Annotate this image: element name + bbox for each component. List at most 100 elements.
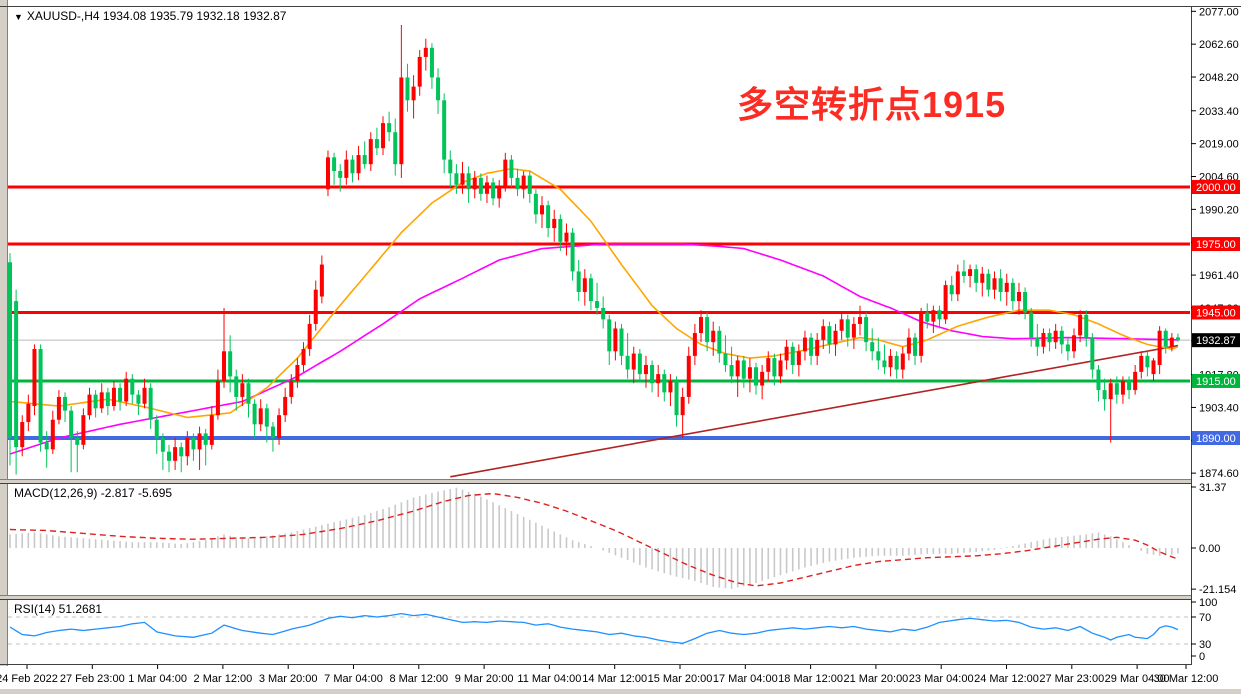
candle-body [802, 337, 807, 352]
candle-body [374, 139, 379, 149]
candle-body [8, 262, 12, 438]
candle-body [900, 353, 905, 370]
candle-body [93, 394, 98, 409]
time-label: 27 Mar 23:00 [1039, 673, 1104, 685]
candle-body [69, 410, 74, 438]
price-tick-label: 1903.40 [1199, 402, 1239, 414]
candle-body [179, 447, 184, 457]
candle-body [393, 132, 398, 165]
candle-body [717, 330, 722, 354]
candle-body [698, 317, 703, 334]
candle-body [203, 433, 208, 445]
candle-body [576, 271, 581, 292]
divider-macd-rsi[interactable] [0, 595, 1241, 599]
candle-body [992, 278, 997, 290]
candle-body [607, 319, 612, 352]
candle-body [277, 415, 282, 438]
candle-body [815, 339, 820, 356]
candle-body [136, 394, 141, 404]
candle-body [1072, 335, 1077, 352]
candle-body [937, 310, 942, 320]
price-badge-1915.00 [1192, 373, 1240, 388]
candle-body [631, 353, 636, 370]
candle-body [491, 182, 496, 199]
current-price-badge [1192, 333, 1240, 348]
candle-body [784, 346, 789, 361]
divider-main-macd[interactable] [0, 479, 1241, 483]
time-label: 9 Mar 20:00 [455, 673, 514, 685]
candle-body [552, 218, 557, 229]
candle-body [173, 447, 178, 461]
macd-axis-label: 0.00 [1199, 543, 1220, 555]
macd-axis-label: -21.154 [1199, 584, 1236, 596]
candle-body [1151, 360, 1156, 375]
candle-body [258, 408, 263, 425]
candle-body [166, 451, 171, 461]
candle-body [124, 378, 129, 402]
price-tick-label: 2019.00 [1199, 139, 1239, 151]
candle-body [460, 173, 465, 185]
candle-body [625, 355, 630, 370]
candle-body [387, 123, 392, 133]
candle-body [429, 47, 434, 78]
ma-slow-magenta [9, 243, 1178, 455]
candle-body [423, 47, 428, 57]
candle-body [1169, 337, 1174, 347]
ma-fast-orange [9, 167, 1179, 419]
candle-body [931, 310, 936, 322]
candle-body [778, 360, 783, 377]
time-label: 30 Mar 12:00 [1154, 673, 1219, 685]
candle-body [99, 392, 104, 409]
time-axis-area[interactable] [0, 666, 1241, 689]
time-label: 17 Mar 04:00 [713, 673, 778, 685]
candle-body [14, 301, 19, 448]
candle-body [56, 396, 61, 420]
candle-body [234, 376, 239, 397]
current-price-badge-label: 1932.87 [1196, 335, 1236, 347]
candle-body [1041, 333, 1046, 347]
candle-body [411, 86, 416, 101]
candle-body [32, 349, 37, 407]
candle-body [643, 364, 648, 375]
candle-body [851, 323, 856, 338]
chevron-down-icon[interactable]: ▼ [14, 12, 23, 22]
time-label: 18 Mar 12:00 [778, 673, 843, 685]
candle-body [344, 159, 349, 178]
candle-body [1145, 355, 1150, 368]
candle-body [790, 346, 795, 365]
price-tick-label: 1990.20 [1199, 204, 1239, 216]
candle-body [747, 367, 752, 379]
candle-body [87, 394, 92, 416]
candle-body [1090, 337, 1095, 370]
annotation-text[interactable]: 多空转折点1915 [737, 84, 1007, 125]
macd-signal-line [9, 492, 1179, 587]
candle-body [289, 380, 294, 397]
candle-body [766, 358, 771, 372]
candle-body [417, 56, 422, 87]
candle-body [943, 285, 948, 320]
candle-body [1102, 390, 1107, 400]
price-badge-2000.00 [1192, 180, 1240, 194]
candle-body [118, 387, 123, 402]
symbol-title[interactable]: ▼ XAUUSD-,H4 1934.08 1935.79 1932.18 1932… [14, 9, 286, 23]
trendline[interactable] [450, 344, 1179, 478]
candle-body [1016, 291, 1021, 302]
candle-body [686, 355, 691, 397]
candle-body [454, 173, 459, 185]
candle-body [894, 355, 899, 370]
candle-body [325, 157, 330, 190]
candle-body [44, 442, 49, 450]
candle-body [75, 437, 80, 445]
candle-body [1078, 314, 1083, 336]
candle-body [295, 364, 300, 381]
candle-body [864, 317, 869, 343]
candle-body [1133, 371, 1138, 391]
candle-body [588, 278, 593, 302]
candle-body [1175, 337, 1180, 341]
candle-body [1010, 282, 1015, 302]
candle-body [668, 380, 673, 393]
candle-body [503, 159, 508, 187]
candle-body [246, 383, 251, 404]
price-badge-1915.00-label: 1915.00 [1196, 376, 1236, 388]
